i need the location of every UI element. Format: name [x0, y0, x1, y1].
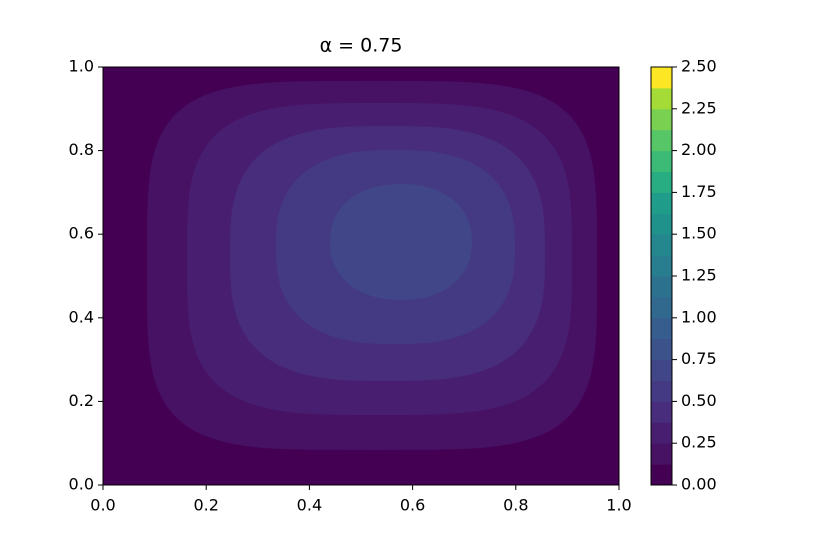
colorbar-segment — [651, 87, 672, 110]
y-tick-label: 0.0 — [69, 475, 94, 494]
y-tick-label: 0.6 — [69, 224, 94, 243]
colorbar-segment — [651, 380, 672, 402]
colorbar-segment — [651, 359, 672, 381]
colorbar-tick-label: 1.50 — [681, 224, 717, 243]
colorbar-tick-label: 2.25 — [681, 98, 717, 117]
colorbar-segment — [651, 171, 672, 193]
y-tick-label: 1.0 — [69, 57, 94, 76]
colorbar-tick-label: 2.50 — [681, 57, 717, 76]
contour-region — [330, 184, 472, 300]
x-tick-label: 0.6 — [400, 496, 425, 515]
colorbar-segment — [651, 67, 672, 89]
colorbar-segment — [651, 129, 672, 152]
colorbar-tick-label: 1.00 — [681, 307, 717, 326]
colorbar-segment — [651, 443, 672, 465]
colorbar-segment — [651, 422, 672, 444]
colorbar-tick-label: 1.75 — [681, 182, 717, 201]
colorbar-tick-label: 1.25 — [681, 266, 717, 285]
colorbar-segment — [651, 213, 672, 235]
colorbar-segment — [651, 401, 672, 423]
colorbar-segment — [651, 255, 672, 277]
colorbar-segment — [651, 317, 672, 340]
x-tick-label: 0.4 — [297, 496, 322, 515]
x-tick-label: 0.0 — [90, 496, 115, 515]
x-tick-label: 0.2 — [193, 496, 218, 515]
colorbar-segment — [651, 108, 672, 131]
x-tick-label: 0.8 — [503, 496, 528, 515]
colorbar-segment — [651, 192, 672, 214]
colorbar-segment — [651, 464, 672, 486]
colorbar-segment — [651, 296, 672, 319]
axes-frame — [102, 66, 620, 486]
x-tick-label: 1.0 — [606, 496, 631, 515]
y-tick-label: 0.2 — [69, 391, 94, 410]
colorbar-tick-label: 0.75 — [681, 349, 717, 368]
colorbar-tick-label: 0.00 — [681, 475, 717, 494]
colorbar-tick-label: 2.00 — [681, 140, 717, 159]
chart-title: α = 0.75 — [320, 35, 403, 57]
colorbar-segment — [651, 338, 672, 361]
colorbar-segment — [651, 234, 672, 256]
y-tick-label: 0.4 — [69, 307, 94, 326]
colorbar-segment — [651, 150, 672, 172]
y-tick-label: 0.8 — [69, 140, 94, 159]
colorbar-tick-label: 0.50 — [681, 391, 717, 410]
colorbar-segment — [651, 276, 672, 298]
colorbar-tick-label: 0.25 — [681, 433, 717, 452]
